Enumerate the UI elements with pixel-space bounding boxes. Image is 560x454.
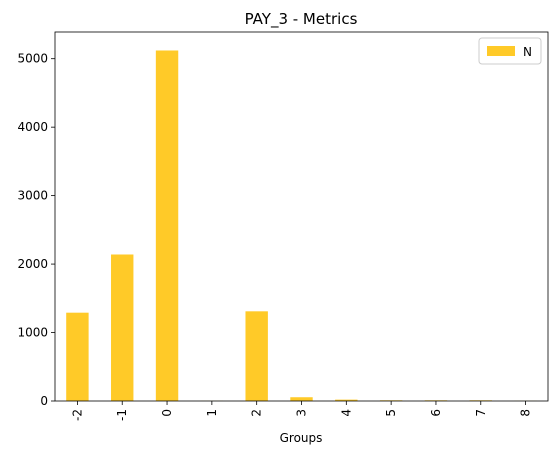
bar--2	[66, 312, 89, 401]
legend-label: N	[523, 45, 532, 59]
legend-swatch	[487, 46, 515, 56]
x-axis-label: Groups	[280, 431, 323, 445]
x-tick-label: 3	[295, 409, 309, 417]
x-tick-label: 6	[429, 409, 443, 417]
y-tick-label: 4000	[17, 120, 48, 134]
x-tick-label: 5	[384, 409, 398, 417]
bar-3	[290, 397, 313, 401]
bar-2	[245, 311, 268, 401]
x-tick-label: 2	[250, 409, 264, 417]
y-tick-label: 0	[40, 394, 48, 408]
y-axis: 0 1000 2000 3000 4000 5000	[17, 52, 55, 408]
x-tick-label: 0	[160, 409, 174, 417]
bar-0	[155, 50, 179, 402]
x-tick-label: 1	[205, 409, 219, 417]
bar--1	[111, 254, 134, 401]
y-tick-label: 2000	[17, 257, 48, 271]
x-tick-label: -2	[70, 409, 84, 421]
y-tick-label: 1000	[17, 326, 48, 340]
chart-title: PAY_3 - Metrics	[245, 10, 358, 29]
y-tick-label: 3000	[17, 189, 48, 203]
bar-4	[335, 399, 358, 401]
plot-frame	[54, 31, 549, 402]
x-axis: -2 -1 0 1 2 3 4 5 6 7 8	[70, 401, 533, 421]
legend: N	[478, 37, 542, 65]
x-tick-label: 8	[519, 409, 533, 417]
x-tick-label: 7	[474, 409, 488, 417]
bars-group	[66, 50, 537, 402]
y-tick-label: 5000	[17, 52, 48, 66]
x-tick-label: -1	[115, 409, 129, 421]
x-tick-label: 4	[339, 409, 353, 417]
